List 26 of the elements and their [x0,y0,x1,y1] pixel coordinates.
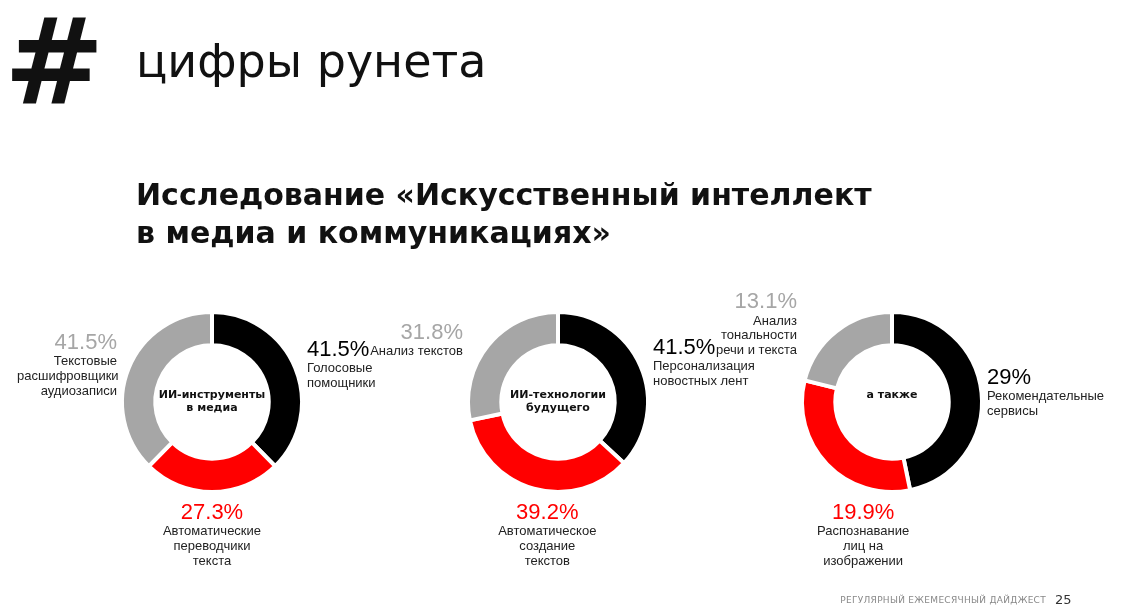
data-label: 41.5% [307,336,370,362]
text: РЕГУЛЯРНЫЙ ЕЖЕМЕСЯЧНЫЙ ДАЙДЖЕСТ [840,595,1046,605]
slice-label: Автоматические переводчики текста [162,523,262,570]
text: ИИ-технологии будущего [509,388,607,415]
data-label: 41.5% [653,334,716,360]
slice-label: Рекомендательные сервисы [987,388,1104,420]
data-label: 41.5% [53,329,117,355]
data-label: 29% [987,364,1033,390]
slice-label: Персонализация новостных лент [653,358,755,390]
slice-label: Текстовые расшифровщики аудиозаписи [17,353,119,400]
slice-label: Распознавание лиц на изображении [816,523,911,570]
text: ИИ-инструменты в медиа [157,388,267,415]
text: цифры рунета [136,34,487,88]
text: Исследование «Искусственный интеллект в медиа и коммуникациях» [136,176,873,251]
slice-label: Анализ текстов [370,343,463,360]
slice-label: Анализ тональности речи и текста [716,312,797,358]
data-label: 31.8% [399,318,463,345]
text: # [4,0,105,131]
slice-label: Автоматическое создание текстов [497,523,598,570]
text: а также [865,388,919,402]
text: 25 [1055,592,1072,607]
data-label: 19.9% [830,499,896,525]
data-label: 39.2% [515,499,580,525]
slice-label: Голосовые помощники [307,360,377,392]
data-label: 13.1% [733,288,797,314]
data-label: 27.3% [179,499,245,525]
